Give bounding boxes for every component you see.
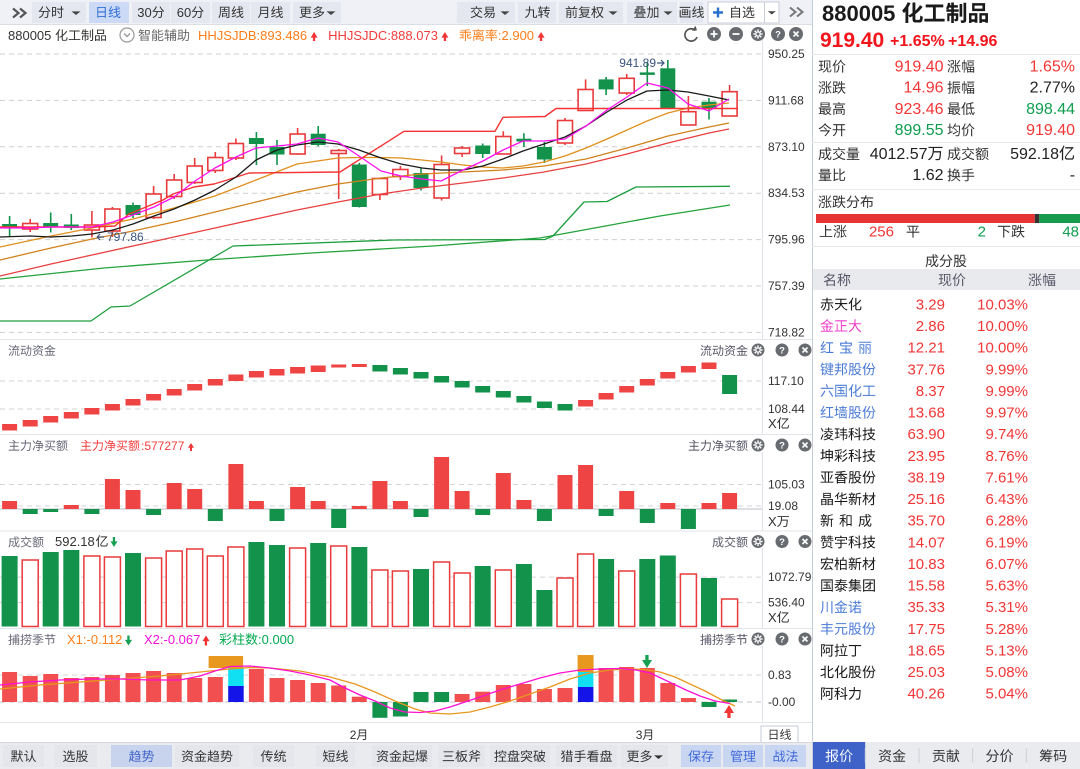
svg-text:911.68: 911.68 <box>768 93 804 107</box>
svg-text:2: 2 <box>978 224 986 241</box>
svg-text:718.82: 718.82 <box>768 325 805 339</box>
svg-text:40.26: 40.26 <box>907 686 945 703</box>
svg-text:880005: 880005 <box>8 28 55 43</box>
svg-text:X: X <box>768 514 777 529</box>
svg-text:4012.57: 4012.57 <box>870 146 928 163</box>
svg-text:10.00%: 10.00% <box>977 318 1028 335</box>
svg-text:X2:-0.067: X2:-0.067 <box>144 632 200 647</box>
svg-text:8.37: 8.37 <box>916 383 945 400</box>
svg-text:536.40: 536.40 <box>768 596 805 610</box>
svg-text:1.62: 1.62 <box>912 167 943 184</box>
svg-text:25.16: 25.16 <box>907 491 945 508</box>
svg-text:9.99%: 9.99% <box>985 361 1028 378</box>
svg-text:-0.00: -0.00 <box>768 695 796 709</box>
svg-text:919.40: 919.40 <box>895 59 944 76</box>
svg-text:-: - <box>1070 167 1075 184</box>
svg-text:6.28%: 6.28% <box>985 513 1028 530</box>
svg-text:117.10: 117.10 <box>768 374 804 388</box>
svg-text:25.03: 25.03 <box>907 664 945 681</box>
svg-text:5.08%: 5.08% <box>985 664 1028 681</box>
svg-text:919.40: 919.40 <box>820 29 884 52</box>
svg-text:795.96: 795.96 <box>768 233 805 247</box>
svg-text:9.97%: 9.97% <box>985 405 1028 422</box>
svg-text:5.28%: 5.28% <box>985 621 1028 638</box>
svg-text:5.04%: 5.04% <box>985 686 1028 703</box>
svg-text:898.44: 898.44 <box>1026 101 1075 118</box>
svg-text:108.44: 108.44 <box>768 402 805 416</box>
svg-text:6.19%: 6.19% <box>985 534 1028 551</box>
svg-text:+1.65%: +1.65% <box>890 33 945 50</box>
svg-text:3.29: 3.29 <box>916 296 945 313</box>
svg-text:19.08: 19.08 <box>768 499 798 513</box>
svg-text:X1:-0.112: X1:-0.112 <box>67 632 122 647</box>
svg-text:923.46: 923.46 <box>895 101 944 118</box>
svg-text:?: ? <box>779 345 785 356</box>
svg-text:105.03: 105.03 <box>768 478 805 492</box>
svg-text:880005: 880005 <box>822 1 902 26</box>
svg-text:HHJSJDB:893.486: HHJSJDB:893.486 <box>198 28 307 43</box>
svg-text:7.61%: 7.61% <box>985 469 1028 486</box>
svg-text:797.86: 797.86 <box>107 230 144 244</box>
svg-text:592.18: 592.18 <box>55 534 95 549</box>
svg-text::0.000: :0.000 <box>258 632 294 647</box>
svg-text:?: ? <box>775 29 781 40</box>
svg-text:9.99%: 9.99% <box>985 383 1028 400</box>
svg-text:2.86: 2.86 <box>916 318 945 335</box>
svg-text:30: 30 <box>137 5 151 20</box>
svg-text:35.70: 35.70 <box>907 513 945 530</box>
svg-text:23.95: 23.95 <box>907 448 945 465</box>
svg-text:950.25: 950.25 <box>768 47 805 61</box>
svg-text:?: ? <box>779 634 785 645</box>
svg-text:63.90: 63.90 <box>907 426 945 443</box>
svg-text:18.65: 18.65 <box>907 643 945 660</box>
svg-text:834.53: 834.53 <box>768 186 805 200</box>
svg-text:757.39: 757.39 <box>768 279 805 293</box>
svg-text:1.65%: 1.65% <box>1030 59 1075 76</box>
svg-text:?: ? <box>779 440 785 451</box>
svg-text:10.83: 10.83 <box>907 556 945 573</box>
svg-text:3: 3 <box>636 728 643 742</box>
svg-text:0.83: 0.83 <box>768 668 792 682</box>
svg-text::2.900: :2.900 <box>498 28 534 43</box>
svg-text:17.75: 17.75 <box>907 621 945 638</box>
svg-text:5.13%: 5.13% <box>985 643 1028 660</box>
svg-text:13.68: 13.68 <box>907 405 945 422</box>
svg-text::577277: :577277 <box>141 439 185 453</box>
svg-text:60: 60 <box>177 5 191 20</box>
svg-text:941.89: 941.89 <box>619 56 656 70</box>
svg-text:592.18: 592.18 <box>1010 146 1059 163</box>
svg-text:9.74%: 9.74% <box>985 426 1028 443</box>
svg-text:37.76: 37.76 <box>907 361 945 378</box>
svg-text:?: ? <box>779 537 785 548</box>
svg-text:14.07: 14.07 <box>907 534 945 551</box>
svg-text:1072.79: 1072.79 <box>768 570 812 584</box>
svg-text:35.33: 35.33 <box>907 599 945 616</box>
svg-text:10.00%: 10.00% <box>977 340 1028 357</box>
svg-text:HHJSJDC:888.073: HHJSJDC:888.073 <box>328 28 438 43</box>
svg-text:8.76%: 8.76% <box>985 448 1028 465</box>
svg-text:15.58: 15.58 <box>907 578 945 595</box>
svg-text:5.31%: 5.31% <box>985 599 1028 616</box>
svg-text:256: 256 <box>869 224 894 241</box>
svg-text:6.07%: 6.07% <box>985 556 1028 573</box>
svg-text:38.19: 38.19 <box>907 469 945 486</box>
svg-text:12.21: 12.21 <box>907 340 945 357</box>
svg-text:X: X <box>768 416 777 431</box>
svg-text:14.96: 14.96 <box>904 80 944 97</box>
svg-text:X: X <box>768 610 777 625</box>
svg-text:6.43%: 6.43% <box>985 491 1028 508</box>
svg-text:2: 2 <box>350 728 357 742</box>
svg-text:899.55: 899.55 <box>895 122 944 139</box>
svg-text:+14.96: +14.96 <box>948 33 997 50</box>
svg-text:873.10: 873.10 <box>768 140 805 154</box>
svg-text:48: 48 <box>1062 224 1079 241</box>
svg-text:919.40: 919.40 <box>1026 122 1075 139</box>
svg-text:5.63%: 5.63% <box>985 578 1028 595</box>
svg-text:2.77%: 2.77% <box>1030 80 1075 97</box>
svg-text:10.03%: 10.03% <box>977 296 1028 313</box>
